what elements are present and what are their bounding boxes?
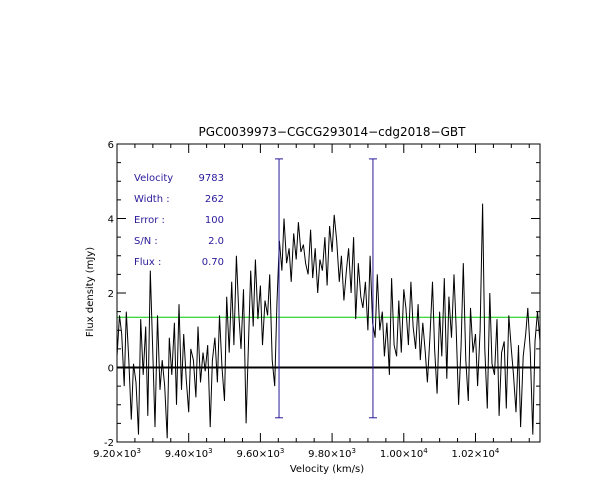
spectrum-line <box>116 203 541 439</box>
plot-frame <box>116 143 541 443</box>
annotation-value: 100 <box>205 215 224 226</box>
y-tick-label: 6 <box>108 140 114 151</box>
annotation-label: Error : <box>134 215 165 226</box>
y-tick-label: 4 <box>108 215 114 226</box>
annotation-value: 2.0 <box>208 236 224 247</box>
annotation-value: 0.70 <box>202 257 224 268</box>
y-tick-label: 0 <box>108 364 114 375</box>
y-tick-label: -2 <box>104 438 114 449</box>
fit-annotations: Velocity 9783 Width : 262 Error : 100 S/N : 2.0… <box>134 173 224 268</box>
x-tick-label: 9.80×103 <box>308 447 356 460</box>
x-tick-label: 9.20×103 <box>93 447 141 460</box>
annotation-label: S/N : <box>134 236 158 247</box>
chart-title: PGC0039973−CGCG293014−cdg2018−GBT <box>199 125 467 139</box>
x-tick-label: 1.00×104 <box>380 447 428 460</box>
x-tick-label: 9.60×103 <box>236 447 284 460</box>
y-tick-label: 2 <box>108 289 114 300</box>
annotation-value: 9783 <box>199 173 224 184</box>
annotation-value: 262 <box>205 194 224 205</box>
annotation-label: Flux : <box>134 257 161 268</box>
x-tick-label: 1.02×104 <box>452 447 500 460</box>
x-tick-label: 9.40×103 <box>165 447 213 460</box>
annotation-label: Velocity <box>134 173 173 184</box>
annotation-label: Width : <box>134 194 170 205</box>
y-axis-label: Flux density (mJy) <box>85 247 96 337</box>
x-axis-label: Velocity (km/s) <box>290 464 364 475</box>
